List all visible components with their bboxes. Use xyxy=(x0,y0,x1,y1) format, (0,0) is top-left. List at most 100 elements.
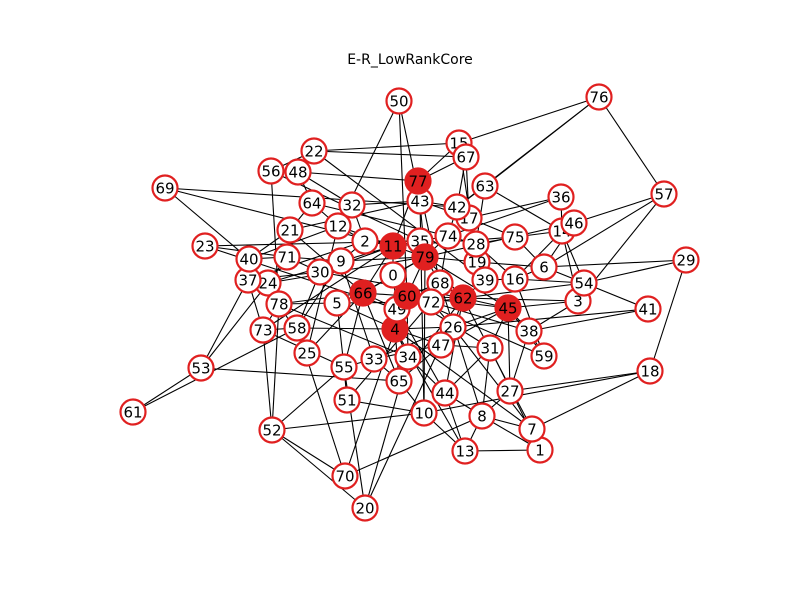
node-56: 56 xyxy=(257,157,285,185)
node-63: 63 xyxy=(471,172,499,200)
node-circle xyxy=(331,462,359,490)
edge-3-62 xyxy=(462,297,579,302)
node-circle xyxy=(672,246,700,274)
node-label: 76 xyxy=(589,89,608,107)
node-42: 42 xyxy=(443,193,471,221)
edge-22-39 xyxy=(313,150,486,281)
node-circle xyxy=(385,87,413,115)
node-label: 41 xyxy=(638,301,657,319)
node-label: 74 xyxy=(438,228,457,246)
node-circle xyxy=(515,317,543,345)
node-label: 26 xyxy=(443,319,462,337)
node-label: 29 xyxy=(676,252,695,270)
node-label: 40 xyxy=(239,251,258,269)
node-circle xyxy=(333,386,361,414)
node-50: 50 xyxy=(385,87,413,115)
edge-8-68 xyxy=(439,282,483,417)
edge-41-38 xyxy=(528,308,649,332)
node-label: 6 xyxy=(539,259,549,277)
node-circle xyxy=(634,295,662,323)
edge-53-37 xyxy=(200,279,249,369)
node-circle xyxy=(265,290,293,318)
node-label: 1 xyxy=(535,442,545,460)
node-label: 43 xyxy=(410,193,429,211)
node-label: 13 xyxy=(455,443,474,461)
node-74: 74 xyxy=(434,222,462,250)
node-circle xyxy=(650,180,678,208)
node-label: 75 xyxy=(505,229,524,247)
node-label: 22 xyxy=(304,143,323,161)
node-label: 8 xyxy=(477,408,487,426)
node-label: 20 xyxy=(355,500,374,518)
node-circle xyxy=(476,334,504,362)
edge-50-60 xyxy=(398,100,408,297)
node-51: 51 xyxy=(333,386,361,414)
node-label: 72 xyxy=(421,294,440,312)
node-circle xyxy=(636,357,664,385)
edge-52-10 xyxy=(271,412,425,431)
node-circle xyxy=(501,265,529,293)
node-circle xyxy=(431,379,459,407)
node-53: 53 xyxy=(187,354,215,382)
node-67: 67 xyxy=(452,143,480,171)
node-circle xyxy=(276,216,304,244)
node-label: 44 xyxy=(435,385,454,403)
node-18: 18 xyxy=(636,357,664,385)
node-circle xyxy=(394,343,422,371)
node-78: 78 xyxy=(265,290,293,318)
node-label: 32 xyxy=(342,197,361,215)
node-circle xyxy=(451,437,479,465)
node-label: 77 xyxy=(408,173,427,191)
edge-52-70 xyxy=(271,429,346,477)
node-circle xyxy=(452,143,480,171)
node-circle xyxy=(349,279,377,307)
edge-69-40 xyxy=(164,187,250,260)
node-label: 52 xyxy=(262,422,281,440)
node-label: 64 xyxy=(302,195,321,213)
node-55: 55 xyxy=(330,353,358,381)
node-5: 5 xyxy=(323,289,351,317)
node-circle xyxy=(300,137,328,165)
node-label: 24 xyxy=(258,275,277,293)
node-circle xyxy=(468,402,496,430)
node-41: 41 xyxy=(634,295,662,323)
node-28: 28 xyxy=(462,230,490,258)
node-25: 25 xyxy=(293,339,321,367)
edge-52-73 xyxy=(262,329,273,431)
node-circle xyxy=(560,209,588,237)
node-10: 10 xyxy=(410,399,438,427)
edge-76-15 xyxy=(458,96,600,144)
node-circle xyxy=(306,258,334,286)
edge-18-27 xyxy=(509,370,651,392)
node-label: 7 xyxy=(527,421,537,439)
node-label: 39 xyxy=(475,272,494,290)
node-77: 77 xyxy=(404,167,432,195)
node-label: 37 xyxy=(238,272,257,290)
node-label: 9 xyxy=(336,253,346,271)
node-37: 37 xyxy=(234,266,262,294)
node-circle xyxy=(501,223,529,251)
node-label: 51 xyxy=(337,392,356,410)
node-circle xyxy=(518,415,546,443)
node-circle xyxy=(379,232,407,260)
node-72: 72 xyxy=(417,288,445,316)
node-label: 68 xyxy=(430,275,449,293)
node-label: 67 xyxy=(456,149,475,167)
edge-29-18 xyxy=(649,259,687,372)
node-58: 58 xyxy=(283,314,311,342)
node-76: 76 xyxy=(585,83,613,111)
node-label: 27 xyxy=(500,383,519,401)
edge-57-6 xyxy=(543,193,665,268)
node-27: 27 xyxy=(496,377,524,405)
node-33: 33 xyxy=(360,345,388,373)
edge-45-79 xyxy=(424,256,509,309)
node-circle xyxy=(257,157,285,185)
node-label: 16 xyxy=(505,271,524,289)
edge-10-79 xyxy=(423,256,426,414)
node-6: 6 xyxy=(530,253,558,281)
edge-48-77 xyxy=(297,171,419,182)
edge-70-8 xyxy=(344,415,483,477)
node-0: 0 xyxy=(379,261,407,289)
node-label: 46 xyxy=(564,215,583,233)
node-circle xyxy=(434,222,462,250)
